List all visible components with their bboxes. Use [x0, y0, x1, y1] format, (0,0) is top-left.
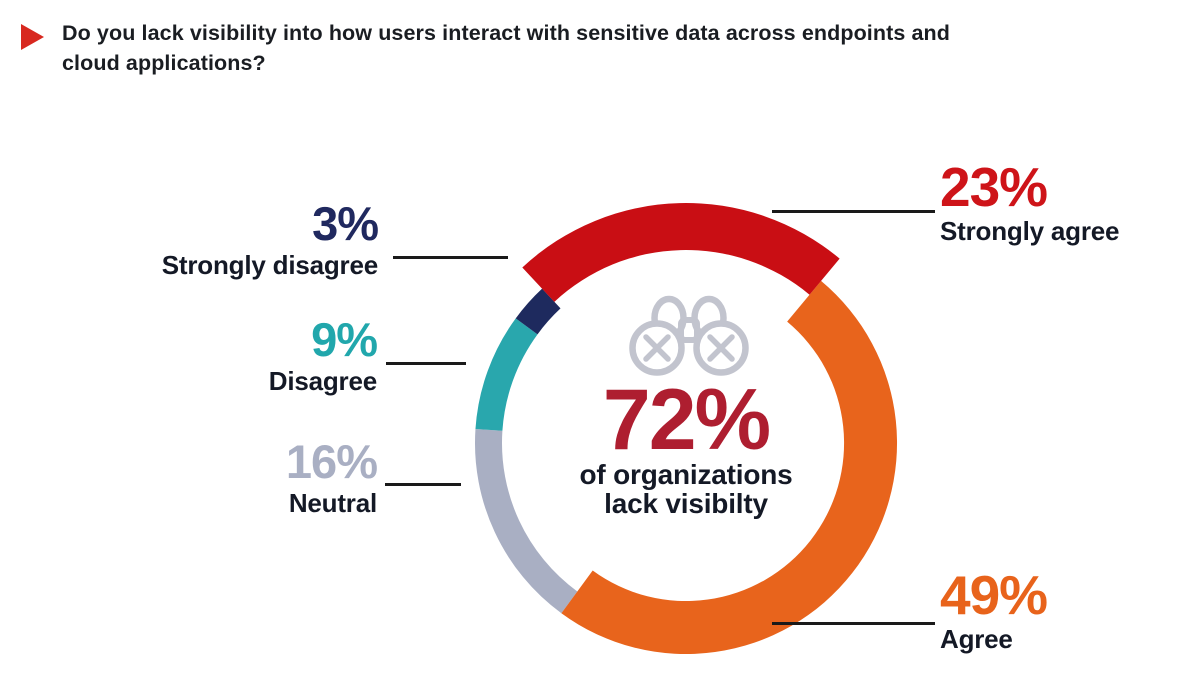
callout-label-strongly-disagree: Strongly disagree	[161, 250, 378, 280]
donut-segment-strongly-agree	[522, 202, 840, 302]
callout-label-agree: Agree	[940, 624, 1013, 654]
leader-line-agree	[772, 622, 935, 625]
donut-segment-strongly-disagree	[515, 288, 561, 335]
question-title-line-2: cloud applications?	[62, 51, 266, 75]
binoculars-crossed-icon	[629, 295, 749, 376]
donut-segment-agree	[561, 280, 898, 655]
leader-line-strongly-disagree	[393, 256, 508, 259]
callout-pct-strongly-agree: 23%	[940, 156, 1048, 218]
callout-agree: 49% Agree	[940, 564, 1048, 654]
question-title: Do you lack visibility into how users in…	[62, 18, 1132, 78]
callout-label-disagree: Disagree	[268, 366, 377, 396]
triangle-right-icon	[21, 24, 44, 50]
callout-label-strongly-agree: Strongly agree	[940, 216, 1120, 246]
donut-segment-neutral	[474, 429, 578, 614]
callout-disagree: 9% Disagree	[268, 313, 378, 396]
donut-segment-disagree	[475, 318, 538, 431]
donut-center-text: 72% of organizations lack visibilty	[486, 372, 886, 519]
donut-chart	[474, 202, 898, 655]
callout-strongly-disagree: 3% Strongly disagree	[161, 197, 379, 280]
leader-line-strongly-agree	[772, 210, 935, 213]
callout-pct-disagree: 9%	[311, 313, 378, 366]
leader-line-disagree	[386, 362, 466, 365]
center-caption-line-1: of organizations	[579, 459, 793, 490]
center-value: 72%	[602, 372, 771, 468]
callout-label-neutral: Neutral	[288, 488, 377, 518]
callout-pct-strongly-disagree: 3%	[312, 197, 379, 250]
callout-neutral: 16% Neutral	[285, 435, 378, 518]
leader-line-neutral	[385, 483, 461, 486]
center-caption-line-2: lack visibilty	[604, 488, 768, 519]
callout-pct-agree: 49%	[940, 564, 1048, 626]
question-title-line-1: Do you lack visibility into how users in…	[62, 21, 951, 45]
callout-pct-neutral: 16%	[285, 435, 378, 488]
callout-strongly-agree: 23% Strongly agree	[940, 156, 1120, 246]
